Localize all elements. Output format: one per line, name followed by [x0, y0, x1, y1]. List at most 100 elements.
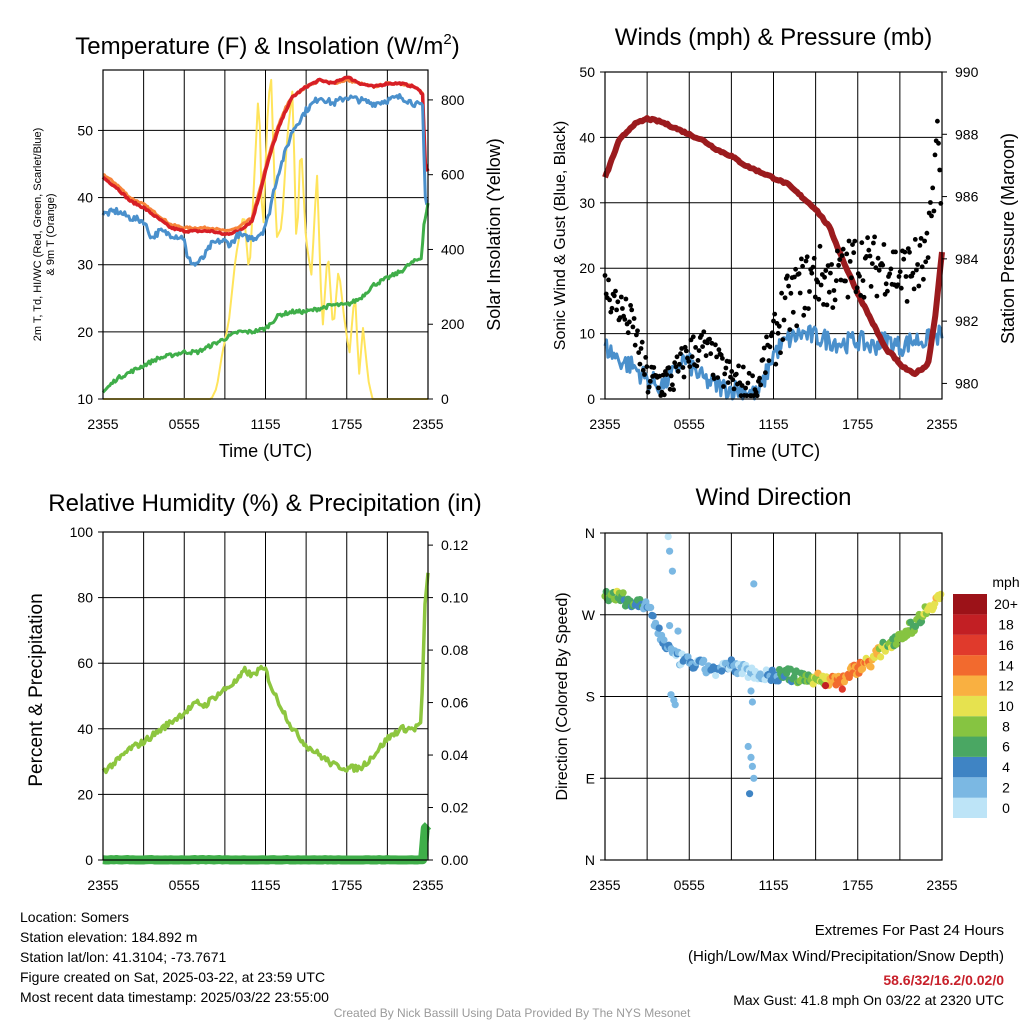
gust-point — [656, 385, 661, 391]
gust-point — [640, 367, 646, 373]
temperature-y2label: Solar Insolation (Yellow) — [484, 138, 504, 330]
direction-point — [877, 653, 885, 661]
gust-point — [821, 302, 826, 307]
extremes-subtitle: (High/Low/Max Wind/Precipitation/Snow De… — [688, 948, 1004, 965]
direction-point — [744, 742, 752, 751]
gust-point — [683, 348, 689, 354]
x-tick-label: 2355 — [412, 877, 443, 893]
gust-point — [815, 279, 821, 285]
recent-timestamp: Most recent data timestamp: 2025/03/22 2… — [20, 989, 329, 1005]
gust-point — [772, 311, 778, 317]
gust-point — [881, 242, 887, 247]
gust-point — [667, 386, 673, 392]
extremes-panel: Extremes For Past 24 Hours (High/Low/Max… — [688, 918, 1004, 1010]
gust-point — [666, 365, 672, 371]
x-tick-label: 2355 — [926, 877, 957, 893]
y2-tick-label: 200 — [441, 316, 465, 332]
gust-point — [751, 393, 757, 399]
y-tick-label: 40 — [77, 721, 93, 737]
gust-point — [693, 345, 698, 350]
gust-point — [778, 350, 783, 356]
humidity-line — [101, 572, 430, 775]
gust-point — [639, 339, 645, 345]
legend-swatch — [953, 716, 987, 737]
gust-point — [816, 296, 822, 302]
gust-point — [726, 359, 732, 365]
gust-point — [763, 370, 768, 376]
gust-point — [807, 289, 812, 294]
gust-point — [700, 344, 705, 349]
direction-point — [647, 603, 655, 612]
gust-point — [876, 267, 882, 273]
gust-point — [627, 319, 632, 325]
gust-point — [844, 251, 850, 257]
y2-tick-label: 600 — [441, 167, 465, 183]
gust-point — [839, 253, 845, 258]
y-tick-label: 10 — [77, 391, 93, 407]
gust-point — [850, 242, 855, 248]
y-tick-label: 20 — [77, 324, 93, 340]
gust-point — [687, 364, 693, 369]
gust-point — [609, 305, 615, 311]
gust-point — [910, 270, 916, 276]
gust-point — [614, 307, 619, 313]
gust-point — [826, 289, 832, 295]
gust-point — [689, 354, 695, 360]
gust-point — [661, 392, 667, 398]
gust-point — [937, 167, 943, 173]
extremes-values: 58.6/32/16.2/0.02/0 — [883, 972, 1004, 988]
y2-tick-label: 0.02 — [441, 800, 468, 816]
x-tick-label: 0555 — [674, 416, 705, 432]
gust-point — [803, 258, 809, 264]
x-tick-label: 2355 — [589, 416, 620, 432]
direction-point — [674, 627, 682, 635]
gust-point — [631, 316, 637, 321]
gust-point — [865, 235, 870, 241]
extremes-title: Extremes For Past 24 Hours — [814, 922, 1004, 939]
y-tick-label: 20 — [77, 786, 93, 802]
gust-point — [854, 285, 860, 291]
y2-tick-label: 0.00 — [441, 852, 468, 868]
gust-point — [606, 277, 611, 283]
x-tick-label: 1155 — [250, 877, 280, 893]
direction-point — [750, 774, 758, 782]
gust-point — [713, 342, 718, 348]
gust-point — [851, 250, 857, 256]
direction-point — [655, 624, 663, 632]
direction-chart: 2355 0555 1155 1755 2355 N E S W N Wind Direction D… — [554, 484, 1020, 893]
gust-point — [911, 286, 917, 292]
gust-point — [681, 374, 687, 380]
gust-point — [630, 324, 636, 330]
gust-point — [922, 238, 927, 244]
legend-swatch — [953, 614, 987, 635]
direction-point — [747, 753, 755, 762]
y2-tick-label: 982 — [955, 313, 979, 329]
temperature-ylabel: & 9m T (Orange) — [45, 193, 57, 275]
gust-point — [694, 363, 700, 369]
gust-point — [929, 213, 934, 219]
x-tick-label: 2355 — [926, 416, 957, 432]
gust-point — [782, 295, 788, 301]
gust-point — [635, 328, 640, 334]
pressure-line — [602, 115, 945, 378]
station-elevation: Station elevation: 184.892 m — [20, 929, 198, 945]
gust-point — [618, 294, 624, 300]
gust-point — [918, 236, 924, 241]
credit-line: Created By Nick Bassill Using Data Provi… — [333, 1006, 691, 1020]
gust-point — [810, 264, 816, 270]
gust-point — [907, 249, 912, 255]
direction-point — [907, 618, 915, 626]
direction-tick-label: N — [585, 852, 595, 868]
gust-point — [800, 263, 805, 269]
gust-point — [721, 384, 726, 389]
gust-point — [893, 249, 898, 255]
gust-point — [788, 290, 794, 296]
winds-xlabel: Time (UTC) — [727, 441, 820, 461]
gust-point — [736, 363, 741, 369]
gust-point — [806, 306, 811, 311]
gust-point — [623, 296, 629, 302]
gust-point — [905, 246, 911, 252]
gust-point — [744, 393, 750, 399]
winds-chart: 2355 0555 1155 1755 2355 0 10 20 30 40 50 980 982 984… — [552, 24, 1018, 461]
